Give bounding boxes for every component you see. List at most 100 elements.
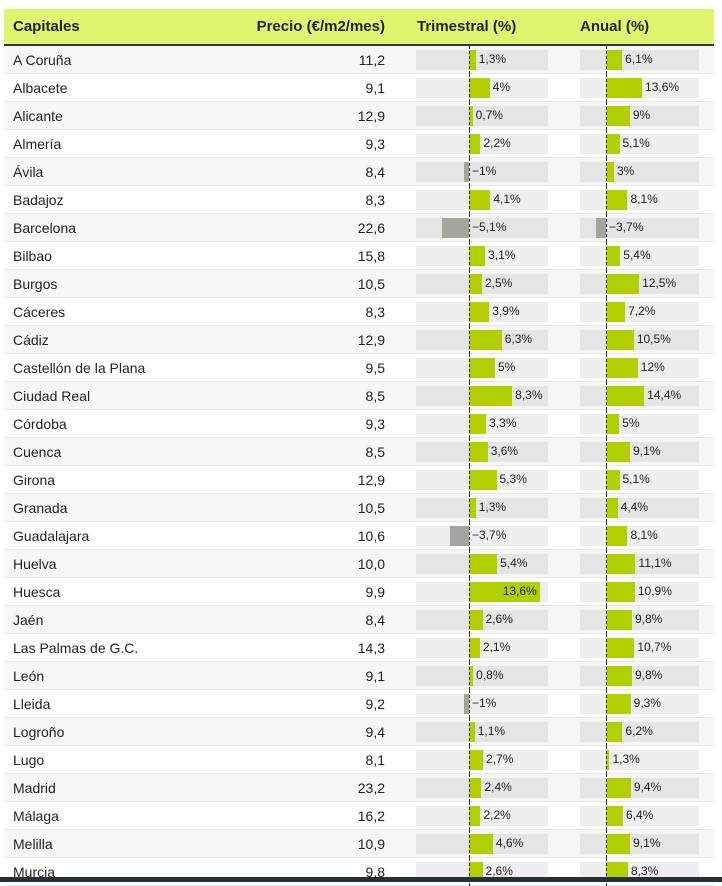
- annual-bar-track: 9,1%: [580, 830, 699, 858]
- annual-bar: [606, 302, 626, 322]
- annual-bar: [606, 694, 631, 714]
- city-name: Burgos: [13, 276, 58, 292]
- quarterly-bar-track: 8,3%: [416, 382, 548, 410]
- table-row: Barcelona 22,6 −5,1% −3,7%: [4, 214, 714, 242]
- annual-bar: [606, 386, 645, 406]
- table-row: Ciudad Real 8,5 8,3% 14,4%: [4, 382, 714, 410]
- header-city[interactable]: Capitales: [13, 18, 80, 35]
- annual-bar: [606, 778, 631, 798]
- zero-line: [606, 634, 607, 662]
- header-annual[interactable]: Anual (%): [580, 18, 650, 35]
- zero-line: [606, 718, 607, 746]
- quarterly-bar-track: 2,4%: [416, 774, 548, 802]
- quarterly-label: 1,1%: [477, 724, 506, 738]
- table-row: Melilla 10,9 4,6% 9,1%: [4, 830, 714, 858]
- zero-line: [469, 830, 470, 858]
- price-value: 10,9: [357, 836, 385, 852]
- table-row: Málaga 16,2 2,2% 6,4%: [4, 802, 714, 830]
- city-name: Jaén: [13, 612, 44, 628]
- zero-line: [469, 466, 470, 494]
- annual-bar: [606, 834, 631, 854]
- quarterly-bar: [469, 246, 486, 266]
- annual-bar: [606, 638, 635, 658]
- zero-line: [606, 158, 607, 186]
- annual-label: −3,7%: [609, 220, 644, 234]
- quarterly-label: 4,1%: [493, 192, 521, 206]
- quarterly-bar: [469, 386, 513, 406]
- annual-bar-track: 1,3%: [580, 746, 699, 774]
- quarterly-label: 2,6%: [485, 612, 513, 626]
- annual-label: 9,8%: [634, 668, 663, 682]
- city-name: León: [13, 668, 45, 684]
- table-row: León 9,1 0,8% 9,8%: [4, 662, 714, 690]
- zero-line: [469, 634, 470, 662]
- annual-bar: [606, 162, 614, 182]
- annual-bar-track: 10,9%: [580, 578, 699, 606]
- city-name: Almería: [13, 136, 62, 152]
- quarterly-bar: [469, 778, 482, 798]
- zero-line: [606, 690, 607, 718]
- table-row: Girona 12,9 5,3% 5,1%: [4, 466, 714, 494]
- price-value: 9,8: [365, 864, 385, 880]
- header-quarterly[interactable]: Trimestral (%): [417, 18, 517, 35]
- quarterly-label: 6,3%: [504, 332, 533, 346]
- quarterly-bar-track: 0,8%: [416, 662, 548, 690]
- zero-line: [606, 214, 607, 242]
- quarterly-bar-track: 3,9%: [416, 298, 548, 326]
- quarterly-bar: [469, 442, 488, 462]
- quarterly-bar: [463, 162, 469, 182]
- price-value: 8,4: [365, 164, 385, 180]
- rent-price-table: Capitales Precio (€/m2/mes) Trimestral (…: [4, 9, 714, 886]
- city-name: Huelva: [13, 556, 57, 572]
- annual-label: 9%: [632, 108, 651, 122]
- annual-bar: [606, 582, 635, 602]
- zero-line: [606, 46, 607, 74]
- city-name: Guadalajara: [13, 528, 90, 544]
- price-value: 10,5: [357, 500, 385, 516]
- annual-label: 7,2%: [628, 304, 656, 318]
- price-value: 12,9: [357, 472, 385, 488]
- table-row: Guadalajara 10,6 −3,7% 8,1%: [4, 522, 714, 550]
- table-row: Cáceres 8,3 3,9% 7,2%: [4, 298, 714, 326]
- annual-label: 8,3%: [630, 864, 659, 878]
- city-name: Alicante: [13, 108, 63, 124]
- zero-line: [469, 690, 470, 718]
- table-row: Cádiz 12,9 6,3% 10,5%: [4, 326, 714, 354]
- quarterly-bar-track: −5,1%: [416, 214, 548, 242]
- city-name: Málaga: [13, 808, 59, 824]
- quarterly-bar-track: 1,3%: [416, 46, 548, 74]
- zero-line: [606, 298, 607, 326]
- quarterly-bar: [469, 414, 487, 434]
- quarterly-label: 5%: [498, 360, 516, 374]
- annual-bar-track: 6,4%: [580, 802, 699, 830]
- annual-bar-track: 9%: [580, 102, 699, 130]
- annual-bar-track: 13,6%: [580, 74, 699, 102]
- zero-line: [606, 606, 607, 634]
- zero-line: [606, 662, 607, 690]
- annual-bar: [606, 666, 632, 686]
- annual-bar-track: 11,1%: [580, 550, 699, 578]
- quarterly-bar: [469, 470, 497, 490]
- price-value: 10,0: [357, 556, 385, 572]
- table-row: Castellón de la Plana 9,5 5% 12%: [4, 354, 714, 382]
- zero-line: [606, 354, 607, 382]
- quarterly-bar-track: −3,7%: [416, 522, 548, 550]
- quarterly-bar: [469, 834, 493, 854]
- quarterly-bar-track: 13,6%: [416, 578, 548, 606]
- quarterly-label: −1%: [472, 696, 497, 710]
- quarterly-bar: [449, 526, 469, 546]
- annual-bar-track: 9,1%: [580, 438, 699, 466]
- zero-line: [469, 802, 470, 830]
- quarterly-bar-track: 3,6%: [416, 438, 548, 466]
- annual-bar: [606, 750, 610, 770]
- zero-line: [469, 858, 470, 886]
- annual-bar-track: 7,2%: [580, 298, 699, 326]
- price-value: 15,8: [357, 248, 385, 264]
- zero-line: [469, 102, 470, 130]
- quarterly-bar-track: 1,3%: [416, 494, 548, 522]
- quarterly-label: 13,6%: [502, 584, 537, 598]
- price-value: 12,9: [357, 108, 385, 124]
- annual-bar-track: 3%: [580, 158, 699, 186]
- annual-label: 9,1%: [633, 836, 661, 850]
- header-price[interactable]: Precio (€/m2/mes): [256, 18, 385, 35]
